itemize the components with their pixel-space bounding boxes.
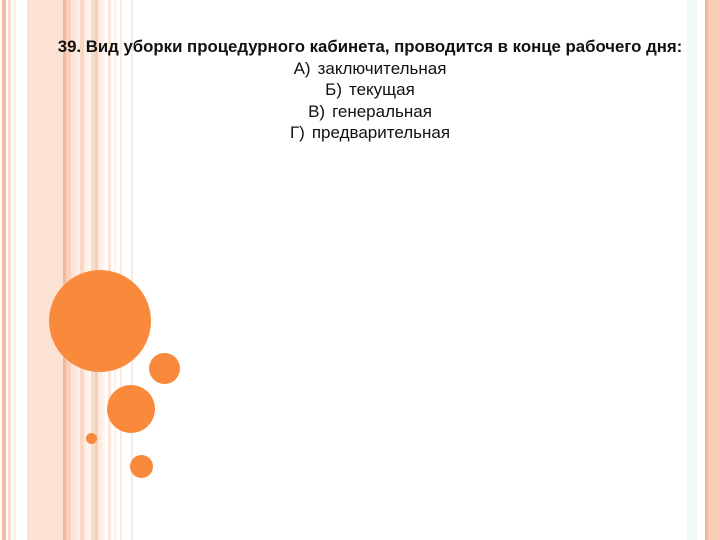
- slide-content: 39. Вид уборки процедурного кабинета, пр…: [28, 36, 712, 144]
- background-stripe: [8, 0, 11, 540]
- background-stripe: [27, 0, 63, 540]
- orange-circle-decoration: [106, 384, 155, 433]
- answer-option: Б) текущая: [28, 79, 712, 101]
- background-stripe: [131, 0, 133, 540]
- background-stripe: [80, 0, 84, 540]
- option-letter: Г): [289, 123, 305, 142]
- background-stripe: [84, 0, 87, 540]
- option-letter: А): [293, 58, 311, 78]
- answer-options-list: А) заключительная Б) текущая В) генеральная Г)…: [28, 58, 712, 144]
- orange-circle-decoration: [129, 455, 153, 478]
- background-stripe: [687, 0, 697, 540]
- answer-option: А) заключительная: [28, 58, 712, 80]
- orange-circle-decoration: [149, 352, 180, 384]
- background-stripe: [705, 0, 708, 540]
- background-stripe: [14, 0, 16, 540]
- option-label: заключительная: [317, 58, 447, 78]
- background-stripe: [120, 0, 122, 540]
- background-stripe: [114, 0, 116, 540]
- option-letter: В): [308, 101, 326, 121]
- option-label: текущая: [349, 80, 415, 99]
- answer-option: В) генеральная: [28, 101, 712, 123]
- option-letter: Б): [325, 80, 342, 99]
- option-label: предварительная: [311, 123, 451, 142]
- answer-option: Г) предварительная: [28, 122, 712, 144]
- background-stripe: [71, 0, 76, 540]
- orange-circle-decoration: [85, 432, 97, 444]
- question-title: 39. Вид уборки процедурного кабинета, пр…: [57, 37, 683, 56]
- background-stripe: [76, 0, 80, 540]
- background-stripe: [66, 0, 71, 540]
- background-stripe: [707, 0, 720, 540]
- option-label: генеральная: [332, 101, 432, 121]
- background-stripe: [2, 0, 6, 540]
- orange-circle-decoration: [48, 270, 151, 372]
- background-stripe: [63, 0, 66, 540]
